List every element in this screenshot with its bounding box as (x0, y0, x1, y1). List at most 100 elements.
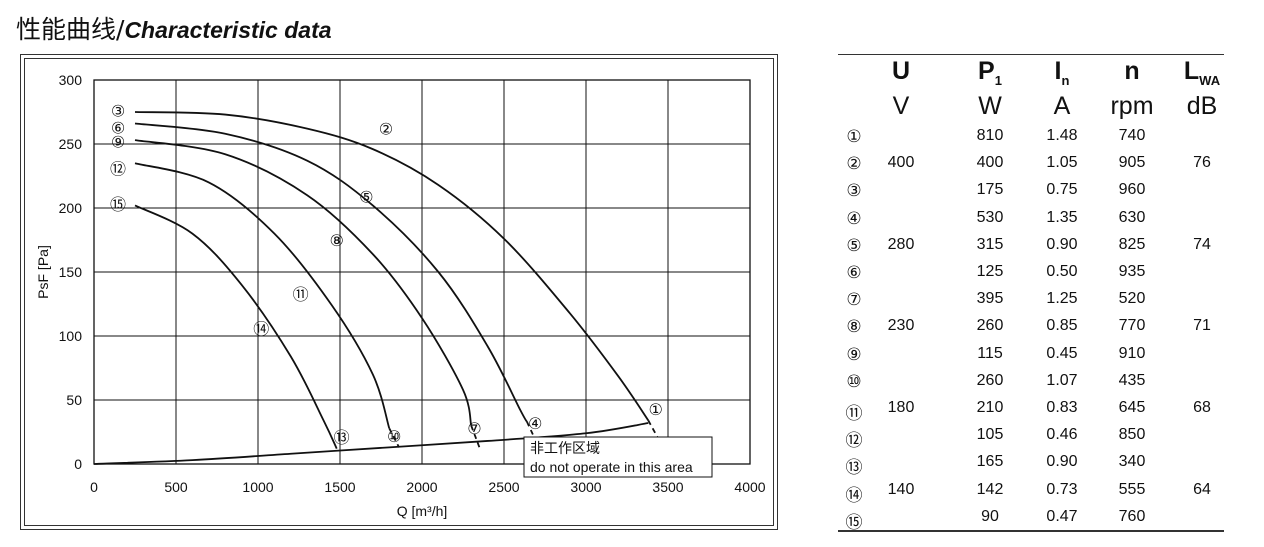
table-row-id: ② (846, 154, 862, 175)
x-tick-label: 4000 (734, 479, 765, 495)
table-cell: 0.90 (1046, 235, 1078, 253)
table-cell: 520 (1118, 290, 1146, 308)
x-tick-label: 2000 (406, 479, 437, 495)
table-cell: 1.48 (1046, 127, 1078, 144)
table-cell: 90 (981, 507, 999, 525)
table-header: P1 (978, 57, 1002, 88)
table-cell: 0.85 (1046, 317, 1078, 335)
table-cell: 260 (976, 371, 1004, 389)
table-cell: 125 (976, 263, 1004, 280)
table-header: U (891, 57, 911, 85)
table-unit: dB (1186, 92, 1218, 120)
table-row-id: ⑨ (846, 344, 862, 365)
table-cell: 1.05 (1046, 154, 1078, 172)
table-bottom-rule (838, 530, 1224, 531)
table-cell: 315 (976, 235, 1004, 253)
table-cell: 555 (1118, 480, 1146, 498)
table-cell: 435 (1118, 371, 1146, 389)
table-cell: 400 (976, 154, 1004, 172)
chart-frame (20, 54, 778, 530)
page-title: 性能曲线/Characteristic data (16, 10, 332, 46)
x-axis-label: Q [m³/h] (397, 503, 448, 519)
table-unit: W (978, 92, 1002, 120)
table-cell: 960 (1118, 181, 1146, 199)
y-tick-label: 300 (59, 72, 83, 88)
chart-inner-border (24, 58, 774, 526)
series-line-dashed (647, 420, 659, 439)
series-line-dashed (526, 421, 535, 437)
table-cell: 260 (976, 317, 1004, 335)
x-tick-label: 500 (164, 479, 188, 495)
table-cell: 630 (1118, 208, 1146, 226)
no-operate-label-zh: 非工作区域 (530, 440, 600, 456)
curve-label: ② (379, 120, 393, 139)
curve-label: ⑪ (293, 285, 309, 304)
table-cell: 0.73 (1046, 480, 1078, 498)
table-row-id: ⑪ (845, 404, 863, 424)
table-row-id: ⑬ (845, 458, 863, 479)
y-tick-label: 250 (59, 136, 83, 152)
curve-label: ⑤ (359, 187, 373, 206)
table-row-id: ④ (846, 208, 862, 229)
table-row-id: ③ (846, 181, 862, 202)
table-cell: 0.47 (1046, 507, 1078, 525)
table-cell: 340 (1118, 453, 1146, 471)
table-row-id: ⑭ (845, 485, 863, 506)
table-cell: 760 (1118, 507, 1146, 525)
table-cell: 68 (1193, 399, 1211, 416)
table-cell: 1.35 (1046, 208, 1078, 226)
y-tick-label: 150 (59, 264, 83, 280)
table-cell: 180 (887, 399, 915, 416)
curve-label: ⑭ (253, 319, 269, 338)
table-cell: 905 (1118, 154, 1146, 172)
table-cell: 142 (976, 480, 1004, 498)
curve-label: ⑦ (467, 419, 481, 438)
table-cell: 175 (976, 181, 1004, 199)
table-cell: 935 (1118, 263, 1146, 280)
y-tick-label: 50 (66, 392, 82, 408)
x-tick-label: 1500 (324, 479, 355, 495)
table-row-id: ⑥ (846, 263, 862, 283)
series-label: ⑨ (111, 132, 125, 151)
table-cell: 280 (887, 235, 915, 253)
table-row-id: ⑩ (846, 371, 862, 392)
curve-label: ⑩ (387, 427, 401, 446)
table-cell: 0.90 (1046, 453, 1078, 471)
table-cell: 1.07 (1046, 371, 1078, 389)
series-label: ⑥ (111, 118, 125, 137)
table-cell: 400 (887, 154, 915, 172)
table-cell: 910 (1118, 344, 1146, 362)
table-cell: 64 (1193, 480, 1211, 498)
series-label: ⑫ (110, 159, 126, 178)
table-cell: 740 (1118, 127, 1146, 144)
series-line (134, 122, 528, 423)
table-row-id: ⑧ (846, 317, 862, 338)
y-tick-label: 0 (74, 456, 82, 472)
y-tick-label: 200 (59, 200, 83, 216)
table-cell: 825 (1118, 235, 1146, 253)
table-header: LWA (1183, 57, 1221, 88)
table-cell: 105 (976, 426, 1004, 444)
table-unit: A (1053, 92, 1071, 120)
table-cell: 115 (977, 344, 1003, 362)
table-header-sub: WA (1199, 73, 1221, 88)
table-cell: 810 (976, 127, 1004, 144)
x-tick-label: 2500 (488, 479, 519, 495)
curve-label: ⑬ (334, 428, 350, 447)
page-title-zh: 性能曲线/ (16, 15, 125, 44)
table-cell: 770 (1118, 317, 1146, 335)
table-cell: 0.45 (1046, 344, 1078, 362)
table-row-id: ⑤ (846, 235, 862, 256)
table-cell: 230 (887, 317, 915, 335)
table-cell: 210 (976, 399, 1004, 416)
table-cell: 850 (1118, 426, 1146, 444)
table-header: In (1054, 57, 1070, 88)
y-axis-label: PsF [Pa] (35, 245, 51, 299)
series-line (134, 162, 391, 429)
table-cell: 530 (976, 208, 1004, 226)
curve-label: ⑧ (330, 231, 344, 250)
series-line (134, 111, 650, 421)
x-tick-label: 3000 (570, 479, 601, 495)
